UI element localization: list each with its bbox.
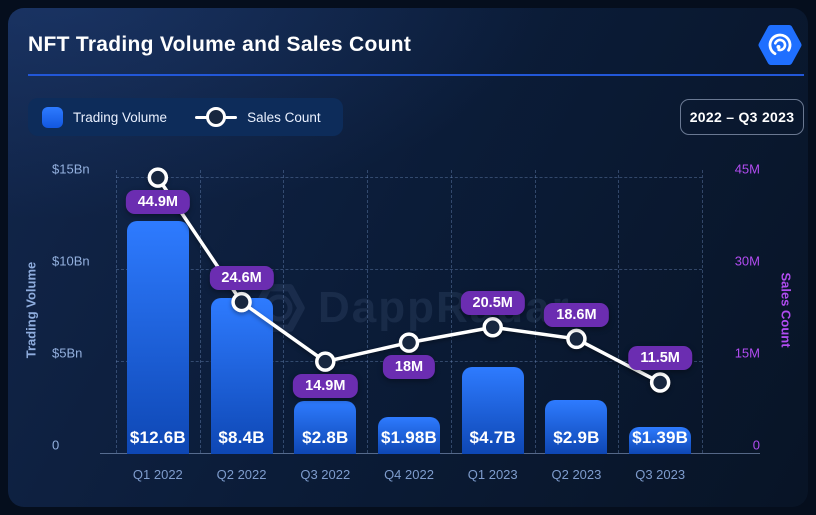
volume-value-label: $2.9B — [553, 428, 600, 447]
volume-bar-q3-2022 — [294, 401, 357, 454]
left-axis-tick: 0 — [52, 437, 60, 453]
page-title: NFT Trading Volume and Sales Count — [28, 33, 412, 56]
horizontal-gridline — [116, 177, 702, 178]
left-axis-title: Trading Volume — [23, 261, 39, 359]
legend-item-sales-count[interactable]: Sales Count — [195, 106, 321, 128]
vertical-gridline — [367, 170, 369, 453]
date-range-badge[interactable]: 2022 – Q3 2023 — [680, 99, 804, 135]
legend: Trading Volume Sales Count — [28, 98, 343, 136]
trading-volume-swatch-icon — [42, 106, 63, 128]
x-axis-label: Q2 2022 — [216, 467, 267, 482]
header-divider — [28, 74, 804, 76]
x-axis-label: Q1 2023 — [467, 467, 518, 482]
right-axis-tick: 30M — [734, 253, 760, 269]
volume-value-label: $8.4B — [218, 428, 265, 447]
volume-value-label: $2.8B — [302, 428, 349, 447]
vertical-gridline — [702, 170, 703, 453]
volume-bar-q2-2023 — [545, 399, 608, 454]
vertical-gridline — [116, 170, 117, 453]
right-axis-title: Sales Count — [778, 272, 794, 348]
volume-value-label: $4.7B — [469, 428, 516, 447]
volume-bar-q4-2022 — [378, 416, 440, 454]
volume-bar-q1-2022 — [126, 221, 189, 454]
sales-count-badge: 18M — [382, 354, 436, 379]
vertical-gridline — [283, 170, 285, 453]
sales-count-badge: 11.5M — [628, 346, 692, 371]
vertical-gridline — [534, 170, 536, 453]
horizontal-gridline — [116, 269, 702, 270]
legend-item-trading-volume[interactable]: Trading Volume — [42, 106, 168, 128]
right-axis-tick: 15M — [734, 345, 760, 361]
x-axis-label: Q1 2022 — [132, 467, 183, 482]
sales-count-badge: 20.5M — [460, 291, 525, 316]
vertical-gridline — [450, 170, 452, 453]
left-axis-tick: $10Bn — [52, 253, 90, 269]
volume-value-label: $1.98B — [380, 428, 438, 447]
legend-label: Trading Volume — [73, 109, 168, 125]
left-axis-tick: $5Bn — [52, 345, 83, 361]
x-axis-label: Q3 2023 — [635, 467, 686, 482]
x-axis-label: Q3 2022 — [300, 467, 351, 482]
x-axis-label: Q4 2022 — [384, 467, 434, 482]
left-axis-tick: $15Bn — [52, 161, 90, 177]
vertical-gridline — [199, 170, 201, 453]
vertical-gridline — [618, 170, 620, 453]
x-axis-label: Q2 2023 — [551, 467, 602, 482]
right-axis-tick: 0 — [752, 437, 760, 453]
right-axis-tick: 45M — [734, 161, 760, 177]
volume-value-label: $1.39B — [632, 428, 689, 447]
sales-count-badge: 14.9M — [293, 373, 358, 398]
sales-count-marker-icon — [195, 106, 238, 128]
sales-count-badge: 44.9M — [125, 189, 190, 214]
sales-count-badge: 18.6M — [544, 302, 609, 327]
dappradar-logo-icon[interactable] — [758, 24, 802, 66]
volume-value-label: $12.6B — [129, 428, 186, 447]
sales-count-badge: 24.6M — [209, 266, 274, 291]
legend-label: Sales Count — [247, 109, 321, 125]
volume-bar-q3-2023 — [629, 427, 692, 454]
